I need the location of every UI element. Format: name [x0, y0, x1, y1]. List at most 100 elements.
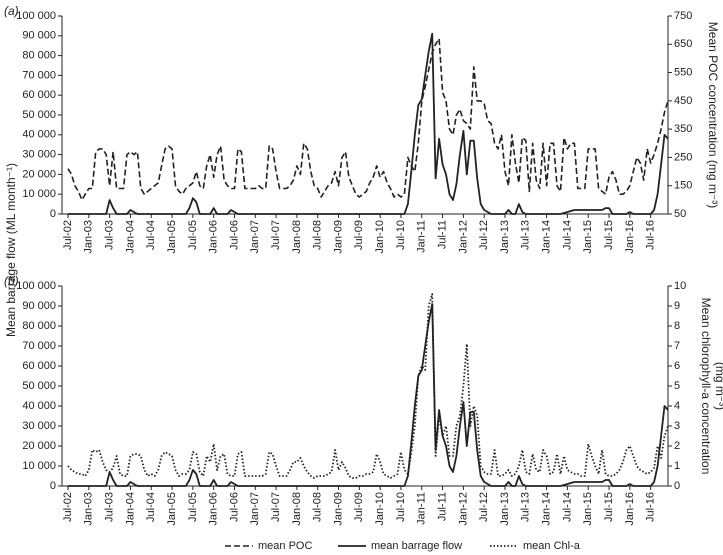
x-tick-label: Jul-13: [520, 220, 532, 250]
axis-frame: [61, 286, 669, 487]
x-tick-label: Jan-04: [124, 492, 136, 526]
y2-tick-label: 1: [674, 460, 680, 472]
series-line: [68, 303, 669, 487]
x-tick-label: Jan-12: [457, 492, 469, 526]
axis-frame: [61, 16, 669, 215]
x-tick-label: Jan-10: [374, 492, 386, 526]
y-tick-label: 40 000: [22, 129, 56, 141]
y-tick-label: 70 000: [22, 340, 56, 352]
x-tick-label: Jan-06: [208, 492, 220, 526]
x-tick-label: Jul-06: [228, 220, 240, 250]
x-tick-label: Jan-06: [208, 220, 220, 254]
y2-tick-label: 10: [674, 280, 686, 292]
y-tick-label: 50 000: [22, 109, 56, 121]
x-tick-label: Jan-11: [416, 492, 428, 525]
x-tick-label: Jan-05: [166, 220, 178, 254]
x-tick-label: Jul-16: [645, 220, 657, 250]
y2-tick-label: 4: [674, 400, 680, 412]
y2-tick-label: 450: [674, 95, 692, 107]
x-tick-label: Jan-12: [457, 220, 469, 254]
x-tick-label: Jan-03: [83, 492, 95, 526]
x-tick-label: Jan-11: [416, 220, 428, 253]
y2-tick-label: 650: [674, 38, 692, 50]
series-line: [67, 37, 669, 201]
y-tick-label: 90 000: [22, 30, 56, 42]
x-tick-label: Jul-04: [145, 492, 157, 522]
x-tick-label: Jan-05: [166, 492, 178, 526]
y2-tick-label: 5: [674, 380, 680, 392]
y2-tick-label: 0: [674, 480, 680, 492]
x-tick-label: Jul-03: [104, 220, 116, 250]
y2-axis-label: Mean chlorophyll-a concentration: [699, 298, 713, 475]
x-tick-label: Jan-16: [624, 492, 636, 526]
y2-tick-label: 50: [674, 208, 686, 220]
y-tick-label: 20 000: [22, 168, 56, 180]
x-tick-label: Jul-10: [395, 492, 407, 522]
x-tick-label: Jul-03: [104, 492, 116, 522]
x-tick-label: Jan-03: [83, 220, 95, 254]
x-tick-label: Jul-12: [478, 220, 490, 250]
x-tick-label: Jul-09: [353, 220, 365, 250]
x-tick-label: Jul-02: [62, 220, 74, 250]
x-tick-label: Jul-12: [478, 492, 490, 522]
y2-tick-label: 150: [674, 180, 692, 192]
x-tick-label: Jan-08: [291, 220, 303, 254]
y-tick-label: 80 000: [22, 50, 56, 62]
panel-label: (b): [4, 274, 19, 288]
x-tick-label: Jan-13: [499, 492, 511, 526]
x-tick-label: Jul-09: [353, 492, 365, 522]
x-tick-label: Jan-09: [332, 492, 344, 526]
x-tick-label: Jan-13: [499, 220, 511, 254]
x-tick-label: Jan-09: [332, 220, 344, 254]
x-tick-label: Jul-14: [561, 492, 573, 522]
y2-tick-label: 9: [674, 300, 680, 312]
y-tick-label: 0: [50, 480, 56, 492]
y-tick-label: 90 000: [22, 300, 56, 312]
y-tick-label: 30 000: [22, 149, 56, 161]
y-tick-label: 60 000: [22, 360, 56, 372]
x-tick-label: Jan-14: [541, 220, 553, 254]
series-line: [67, 293, 669, 479]
y-tick-label: 40 000: [22, 400, 56, 412]
x-tick-label: Jul-07: [270, 220, 282, 250]
x-tick-label: Jul-05: [187, 220, 199, 250]
x-tick-label: Jan-16: [624, 220, 636, 254]
y-tick-label: 10 000: [22, 460, 56, 472]
x-tick-label: Jul-14: [561, 220, 573, 250]
legend-label: mean POC: [258, 540, 312, 552]
x-tick-label: Jan-07: [249, 492, 261, 526]
x-tick-label: Jan-08: [291, 492, 303, 526]
y-tick-label: 20 000: [22, 440, 56, 452]
x-tick-label: Jan-14: [541, 492, 553, 526]
x-tick-label: Jul-11: [436, 220, 448, 249]
y2-tick-label: 550: [674, 66, 692, 78]
y2-tick-label: 250: [674, 151, 692, 163]
y-tick-label: 10 000: [22, 188, 56, 200]
y-tick-label: 80 000: [22, 320, 56, 332]
y2-tick-label: 7: [674, 340, 680, 352]
y2-tick-label: 8: [674, 320, 680, 332]
x-tick-label: Jul-06: [228, 492, 240, 522]
y2-tick-label: 350: [674, 123, 692, 135]
x-tick-label: Jan-15: [582, 492, 594, 526]
x-tick-label: Jan-10: [374, 220, 386, 254]
legend-label: mean barrage flow: [371, 540, 462, 552]
y2-axis-label: (mg m⁻³): [713, 362, 723, 410]
y-tick-label: 100 000: [16, 280, 56, 292]
x-tick-label: Jul-08: [312, 220, 324, 250]
x-tick-label: Jul-04: [145, 220, 157, 250]
x-tick-label: Jul-10: [395, 220, 407, 250]
y2-tick-label: 6: [674, 360, 680, 372]
panel-label: (a): [4, 4, 19, 18]
x-tick-label: Jul-13: [520, 492, 532, 522]
x-tick-label: Jul-08: [312, 492, 324, 522]
x-tick-label: Jul-16: [645, 492, 657, 522]
y-tick-label: 70 000: [22, 69, 56, 81]
x-tick-label: Jan-04: [124, 220, 136, 254]
y-tick-label: 60 000: [22, 89, 56, 101]
x-tick-label: Jan-15: [582, 220, 594, 254]
y2-axis-label: Mean POC concentration (mg m⁻³): [706, 22, 720, 208]
y-tick-label: 100 000: [16, 10, 56, 22]
y2-tick-label: 750: [674, 10, 692, 22]
